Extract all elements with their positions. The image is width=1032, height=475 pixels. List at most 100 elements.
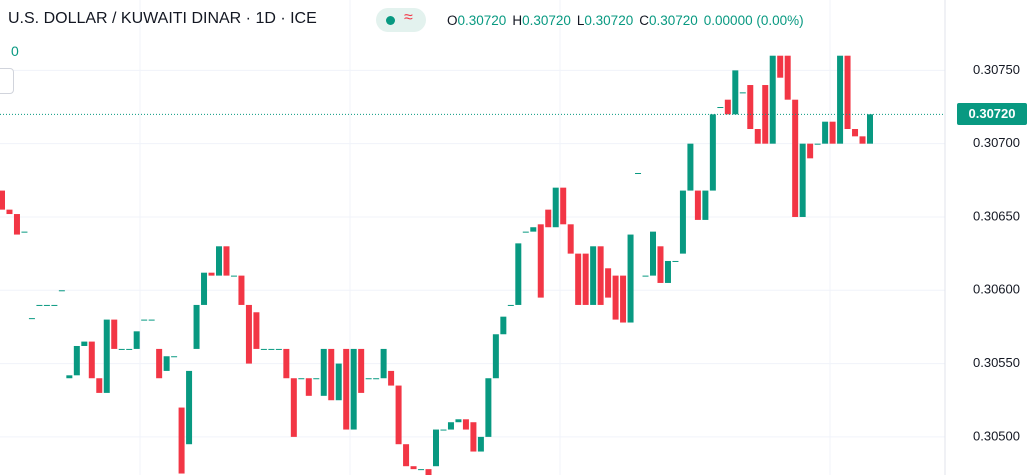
candle bbox=[724, 99, 731, 115]
c-label: C bbox=[639, 13, 649, 28]
candle bbox=[193, 304, 200, 349]
candle bbox=[462, 419, 469, 430]
candle bbox=[58, 290, 65, 292]
candle bbox=[88, 341, 95, 379]
candle bbox=[754, 129, 761, 144]
candle bbox=[567, 224, 574, 254]
candle bbox=[627, 234, 634, 323]
candle bbox=[500, 316, 507, 335]
candle bbox=[425, 469, 432, 475]
candle bbox=[268, 348, 275, 350]
candle bbox=[642, 275, 649, 277]
candle bbox=[867, 114, 873, 144]
l-value: 0.30720 bbox=[584, 13, 634, 28]
candle bbox=[328, 348, 335, 401]
candle bbox=[575, 253, 582, 305]
candle bbox=[657, 246, 664, 283]
candle bbox=[545, 209, 552, 228]
candle bbox=[201, 272, 208, 305]
candle bbox=[739, 92, 746, 94]
candle bbox=[537, 224, 544, 298]
candle bbox=[216, 246, 222, 276]
candle bbox=[163, 356, 170, 371]
candle bbox=[275, 348, 282, 350]
candle bbox=[777, 55, 784, 78]
candle bbox=[552, 187, 559, 228]
candle bbox=[582, 253, 589, 305]
symbol-title[interactable]: U.S. DOLLAR / KUWAITI DINAR · 1D · ICE bbox=[8, 10, 317, 27]
candle bbox=[747, 85, 754, 130]
candle bbox=[230, 275, 237, 277]
candle bbox=[852, 129, 859, 137]
candle bbox=[447, 422, 454, 430]
candle bbox=[403, 444, 410, 467]
candle bbox=[769, 55, 776, 144]
candle bbox=[485, 378, 492, 437]
candle bbox=[245, 304, 252, 364]
candle bbox=[290, 378, 297, 437]
candle bbox=[298, 378, 305, 380]
candle bbox=[358, 348, 365, 393]
candle bbox=[148, 319, 155, 321]
candle bbox=[635, 172, 642, 174]
y-tick-label: 0.30750 bbox=[973, 62, 1020, 77]
candle bbox=[612, 275, 619, 320]
volume-value: 0 bbox=[11, 43, 19, 59]
candle bbox=[507, 304, 514, 306]
h-value: 0.30720 bbox=[522, 13, 571, 28]
candle bbox=[597, 246, 604, 305]
candle bbox=[111, 319, 118, 349]
candle bbox=[477, 436, 484, 452]
candle bbox=[440, 429, 447, 431]
candle bbox=[260, 348, 267, 350]
candle bbox=[694, 190, 701, 220]
candle bbox=[470, 422, 477, 452]
candle bbox=[253, 312, 260, 349]
candle bbox=[687, 143, 694, 191]
candle bbox=[28, 318, 35, 320]
market-status[interactable]: ≈ bbox=[376, 8, 426, 32]
candle bbox=[313, 378, 320, 380]
candle bbox=[178, 407, 185, 474]
candle bbox=[81, 341, 88, 346]
candle bbox=[141, 319, 148, 321]
candle bbox=[388, 370, 395, 386]
candle bbox=[373, 378, 380, 380]
candle bbox=[672, 260, 679, 262]
candle bbox=[859, 136, 866, 144]
candle bbox=[455, 419, 462, 423]
candle bbox=[283, 348, 290, 379]
candle bbox=[43, 304, 50, 306]
status-dot bbox=[386, 16, 395, 25]
candle bbox=[343, 348, 350, 430]
candle bbox=[96, 378, 103, 393]
candle bbox=[208, 272, 215, 276]
h-label: H bbox=[512, 13, 523, 28]
legend-toggle[interactable] bbox=[0, 68, 14, 94]
candle bbox=[320, 348, 327, 396]
change-value: 0.00000 (0.00%) bbox=[703, 13, 804, 28]
status-icon: ≈ bbox=[404, 9, 413, 26]
candle bbox=[732, 70, 739, 115]
candle bbox=[433, 429, 439, 467]
candle bbox=[620, 275, 627, 323]
candle bbox=[784, 55, 791, 100]
candle bbox=[709, 114, 716, 191]
candle bbox=[73, 345, 80, 376]
candle bbox=[530, 227, 537, 232]
candle bbox=[133, 331, 140, 349]
candle bbox=[305, 378, 312, 396]
candle bbox=[395, 385, 402, 445]
o-value: 0.30720 bbox=[457, 13, 507, 28]
candle bbox=[605, 268, 612, 298]
candle bbox=[522, 231, 529, 233]
candle bbox=[103, 319, 110, 393]
candle bbox=[702, 190, 709, 220]
candle bbox=[223, 246, 230, 276]
y-tick-label: 0.30600 bbox=[973, 282, 1020, 297]
candle bbox=[844, 55, 851, 130]
candle bbox=[156, 348, 163, 379]
candle bbox=[6, 209, 13, 215]
